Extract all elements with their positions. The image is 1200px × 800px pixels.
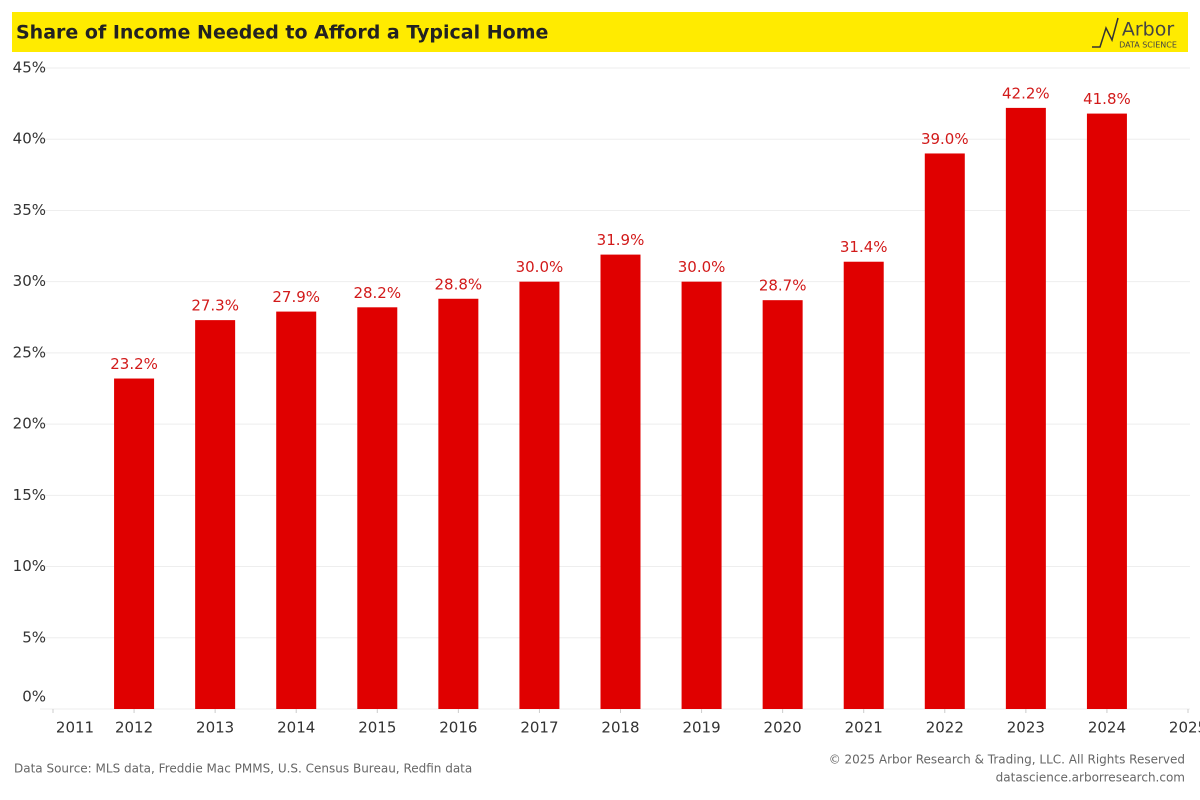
y-tick-label: 10% — [13, 557, 46, 575]
bar — [114, 378, 155, 709]
bar — [762, 300, 803, 709]
bar — [600, 254, 641, 709]
x-tick-label: 2014 — [277, 719, 315, 737]
x-tick-label: 2021 — [845, 719, 883, 737]
x-tick-label: 2018 — [601, 719, 639, 737]
x-tick-label: 2025 — [1169, 719, 1200, 737]
value-label: 27.9% — [272, 288, 320, 306]
x-tick-label: 2017 — [520, 719, 558, 737]
value-label: 42.2% — [1002, 84, 1050, 102]
source-note: Data Source: MLS data, Freddie Mac PMMS,… — [14, 762, 472, 776]
bar — [1005, 107, 1046, 709]
bar — [519, 281, 560, 709]
x-tick-label: 2024 — [1088, 719, 1126, 737]
y-tick-label: 0% — [22, 688, 46, 706]
bar — [924, 153, 965, 709]
x-tick-label: 2020 — [764, 719, 802, 737]
x-tick-label: 2019 — [682, 719, 720, 737]
logo-name: Arbor — [1122, 19, 1174, 41]
y-tick-label: 40% — [13, 130, 46, 148]
y-tick-label: 5% — [22, 628, 46, 646]
copyright: © 2025 Arbor Research & Trading, LLC. Al… — [829, 753, 1185, 767]
x-tick-label: 2013 — [196, 719, 234, 737]
value-label: 41.8% — [1083, 90, 1131, 108]
y-tick-label: 25% — [13, 343, 46, 361]
value-label: 28.2% — [353, 284, 401, 302]
y-tick-label: 15% — [13, 486, 46, 504]
value-label: 30.0% — [516, 258, 564, 276]
bar — [438, 298, 479, 709]
value-label: 31.4% — [840, 238, 888, 256]
bar — [843, 261, 884, 709]
x-tick-label: 2012 — [115, 719, 153, 737]
bar — [276, 311, 317, 709]
x-tick-label: 2015 — [358, 719, 396, 737]
bar — [681, 281, 722, 709]
value-label: 28.7% — [759, 277, 807, 295]
title-bar — [12, 12, 1188, 52]
y-tick-label: 35% — [13, 201, 46, 219]
site-url: datascience.arborresearch.com — [996, 771, 1185, 785]
x-tick-label: 2016 — [439, 719, 477, 737]
x-tick-label: 2011 — [56, 719, 94, 737]
bar — [357, 307, 398, 709]
logo-mark — [1092, 17, 1119, 48]
x-tick-label: 2023 — [1007, 719, 1045, 737]
bar — [1086, 113, 1127, 710]
y-tick-label: 20% — [13, 415, 46, 433]
bar — [195, 320, 236, 709]
value-label: 30.0% — [678, 258, 726, 276]
y-tick-label: 45% — [13, 59, 46, 77]
value-label: 39.0% — [921, 130, 969, 148]
chart-title: Share of Income Needed to Afford a Typic… — [16, 22, 548, 44]
value-label: 27.3% — [191, 297, 239, 315]
value-label: 31.9% — [597, 231, 645, 249]
value-label: 23.2% — [110, 355, 158, 373]
logo-tagline: DATA SCIENCE — [1119, 41, 1177, 50]
y-tick-label: 30% — [13, 272, 46, 290]
value-label: 28.8% — [435, 275, 483, 293]
x-tick-label: 2022 — [926, 719, 964, 737]
